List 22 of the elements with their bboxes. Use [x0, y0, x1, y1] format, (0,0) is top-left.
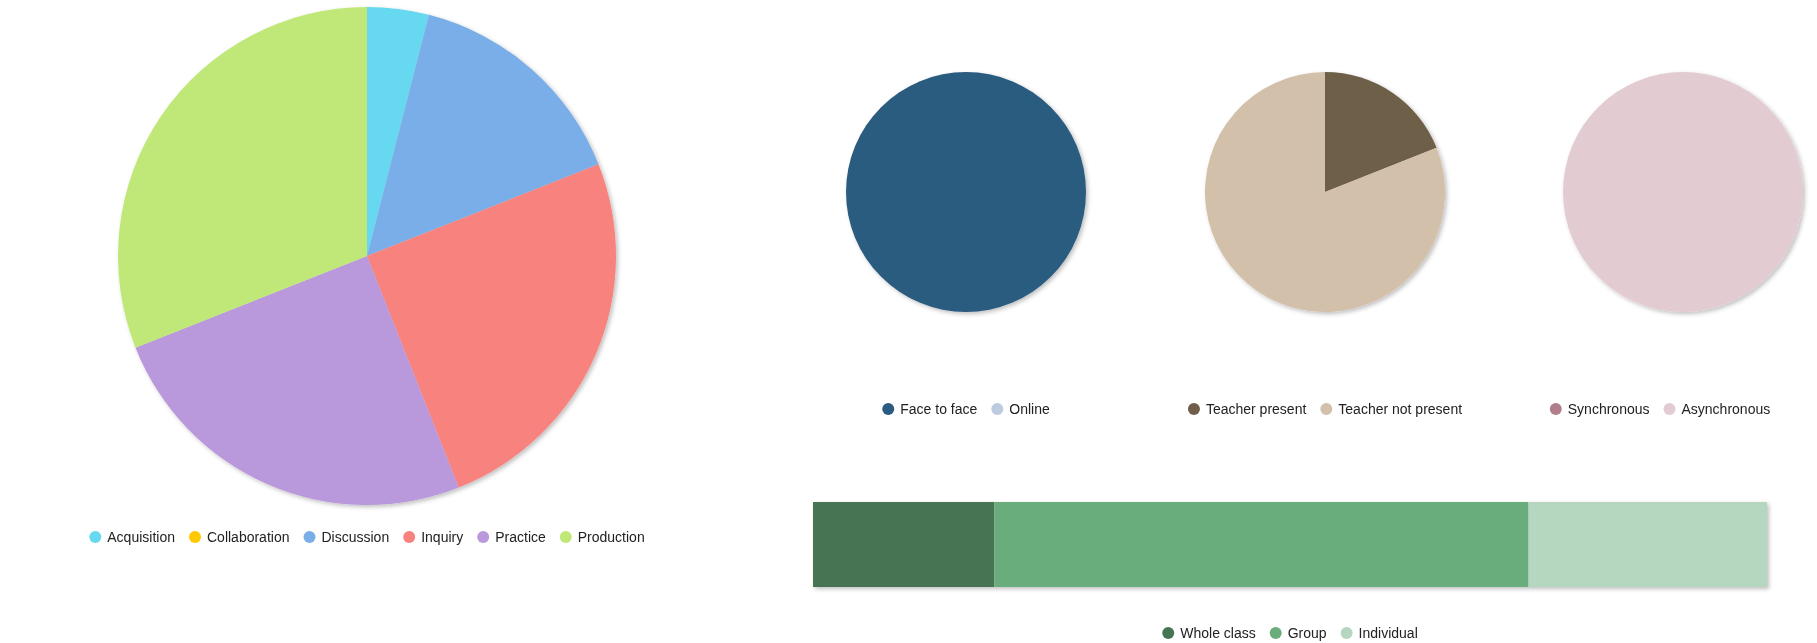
legend-label: Group	[1287, 624, 1327, 641]
legend-label: Discussion	[321, 528, 390, 545]
legend-label: Collaboration	[207, 528, 290, 545]
legend-label: Face to face	[900, 400, 978, 417]
pie-slice	[367, 164, 616, 488]
pie-slice	[118, 7, 367, 348]
pie-slice	[367, 7, 429, 256]
legend-label: Inquiry	[421, 528, 464, 545]
legend-label: Whole class	[1180, 624, 1256, 641]
legend-label: Synchronous	[1567, 400, 1650, 417]
legend-label: Individual	[1358, 624, 1418, 641]
legend-label: Asynchronous	[1681, 400, 1771, 417]
legend-label: Online	[1009, 400, 1050, 417]
legend-label: Acquisition	[107, 528, 175, 545]
legend-label: Practice	[495, 528, 546, 545]
legend-label: Teacher not present	[1338, 400, 1463, 417]
legend-label: Production	[577, 528, 645, 545]
pie-slice	[135, 256, 459, 505]
pie-slice	[367, 14, 599, 256]
pie-slice	[1325, 72, 1437, 192]
legend-label: Teacher present	[1205, 400, 1307, 417]
pie-slice	[1205, 72, 1445, 312]
